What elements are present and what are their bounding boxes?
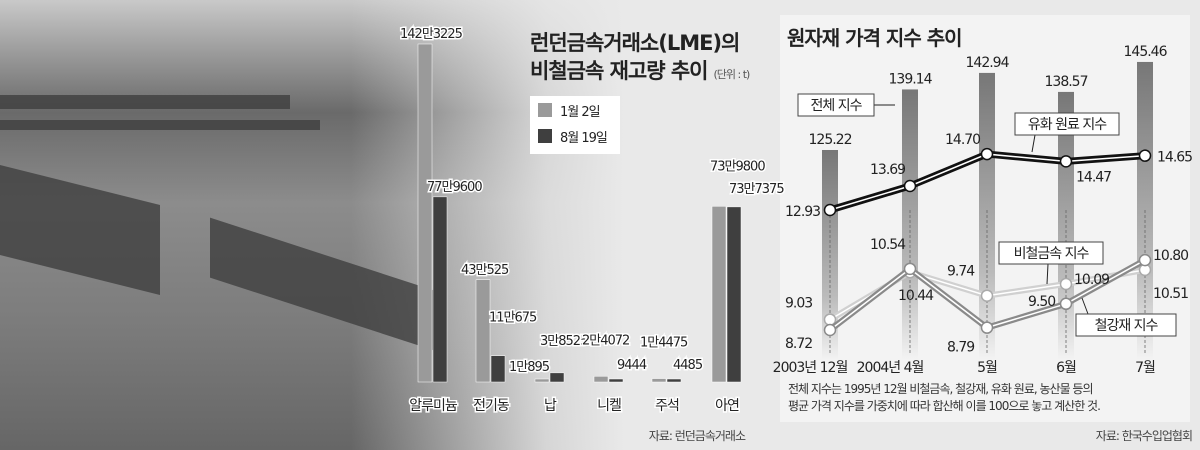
legend-swatch [538, 103, 552, 117]
category-label: 주석 [655, 398, 679, 414]
bar-value-label: 3만8525 [540, 334, 588, 349]
bar-value-label: 2만4072 [582, 333, 629, 348]
legend-petrochem-index-box [1014, 112, 1120, 136]
data-point [980, 147, 994, 161]
beam-shape [0, 95, 290, 109]
bar-알루미늄-0 [417, 43, 433, 383]
line-value-label: 8.72 [785, 336, 812, 352]
line-value-label: 8.79 [947, 340, 974, 356]
legend-nonferrous-index-leader [1046, 263, 1049, 285]
bar-납-1 [549, 372, 565, 383]
legend-total-index: 전체 지수 [811, 98, 863, 114]
bar-주석-0 [651, 378, 667, 383]
category-label: 납 [544, 398, 557, 414]
bar-value-label: 11만675 [489, 311, 537, 326]
x-category-label: 2004년 4월 [857, 360, 924, 376]
legend-total-index-box [797, 93, 875, 117]
chart-title: 원자재 가격 지수 추이 [787, 26, 962, 50]
legend-nonferrous-index-box [998, 241, 1104, 265]
bar-value-label: 142만3225 [400, 27, 463, 42]
legend-petrochem-index: 유화 원료 지수 [1028, 117, 1107, 133]
total-index-bar [822, 149, 838, 360]
x-category-label: 6월 [1056, 360, 1076, 376]
footnote-line: 전체 지수는 1995년 12월 비철금속, 철강재, 유화 원료, 농산물 등… [788, 382, 1093, 396]
total-index-label: 125.22 [809, 132, 852, 148]
total-index-label: 145.46 [1124, 44, 1168, 60]
bar-아연-0 [711, 206, 727, 383]
data-point [1059, 277, 1073, 291]
legend-steel-index-leader [1081, 297, 1089, 315]
background-photo-metal-beams [0, 0, 780, 450]
total-index-bar [902, 89, 918, 360]
data-point [823, 203, 837, 217]
x-category-label: 7월 [1135, 360, 1155, 376]
data-point [903, 262, 917, 276]
line-value-label: 9.74 [947, 264, 975, 280]
chart-title-line1: 런던금속거래소(LME)의 [530, 31, 739, 55]
bar-납-0 [534, 378, 550, 383]
legend-steel-index: 철강재 지수 [1095, 318, 1159, 334]
bar-value-label: 73만7375 [729, 182, 784, 197]
total-index-label: 138.57 [1045, 74, 1088, 90]
legend-label: 1월 2일 [560, 105, 600, 120]
bar-value-label: 73만9800 [710, 159, 765, 174]
bar-니켈-0 [593, 376, 609, 383]
line-value-label: 10.80 [1153, 248, 1188, 264]
line-value-label: 9.03 [785, 296, 812, 312]
unit-label: (단위 : t) [714, 68, 751, 81]
bar-value-label: 1만4475 [640, 336, 688, 351]
data-point [1138, 149, 1152, 162]
line-value-label: 14.70 [945, 132, 980, 148]
data-point [980, 321, 994, 334]
bar-전기동-1 [490, 355, 506, 383]
legend-swatch [538, 129, 552, 143]
bar-알루미늄-1 [432, 196, 448, 383]
bar-아연-1 [726, 206, 742, 383]
category-label: 니켈 [597, 398, 621, 414]
footnote-line: 평균 가격 지수를 가중치에 따라 합산해 이를 100으로 놓고 계산한 것. [788, 399, 1100, 413]
chart-title-line2: 비철금속 재고량 추이 [530, 59, 708, 83]
bar-value-label: 1만895 [509, 360, 550, 375]
line-value-label: 10.54 [870, 237, 906, 253]
bar-니켈-1 [608, 378, 624, 383]
data-point [1059, 297, 1073, 311]
line-value-label: 10.44 [898, 288, 934, 304]
bar-value-label: 43만525 [461, 263, 509, 278]
line-value-label: 12.93 [785, 204, 820, 220]
line-value-label: 13.69 [870, 162, 905, 178]
total-index-label: 139.14 [889, 71, 933, 87]
data-point [1059, 155, 1073, 168]
legend-label: 8월 19일 [560, 131, 607, 146]
data-point [980, 289, 994, 302]
data-point [823, 323, 837, 337]
beam-shape [0, 120, 320, 130]
line-value-label: 14.65 [1157, 150, 1192, 166]
line-value-label: 14.47 [1076, 169, 1111, 185]
data-point [903, 179, 917, 193]
bar-전기동-0 [475, 279, 491, 383]
category-label: 전기동 [473, 398, 510, 414]
legend-steel-index-box [1075, 313, 1177, 337]
legend-petrochem-index-leader [1031, 134, 1036, 153]
category-label: 아연 [715, 398, 739, 414]
x-category-label: 2003년 12월 [773, 360, 848, 376]
data-point [1138, 253, 1152, 267]
line-value-label: 10.51 [1153, 286, 1188, 302]
category-label: 알루미늄 [409, 398, 458, 414]
bar-value-label: 4485 [673, 358, 703, 373]
line-value-label: 9.50 [1028, 294, 1055, 310]
source-label: 자료: 런던금속거래소 [649, 429, 746, 443]
x-category-label: 5월 [977, 360, 997, 376]
source-label: 자료: 한국수입업협회 [1096, 429, 1192, 443]
bar-value-label: 77만9600 [427, 180, 482, 195]
line-value-label: 10.09 [1074, 272, 1109, 288]
total-index-label: 142.94 [966, 55, 1010, 71]
bar-주석-1 [666, 378, 682, 383]
bar-value-label: 9444 [617, 358, 647, 373]
legend-nonferrous-index: 비철금속 지수 [1014, 246, 1090, 262]
